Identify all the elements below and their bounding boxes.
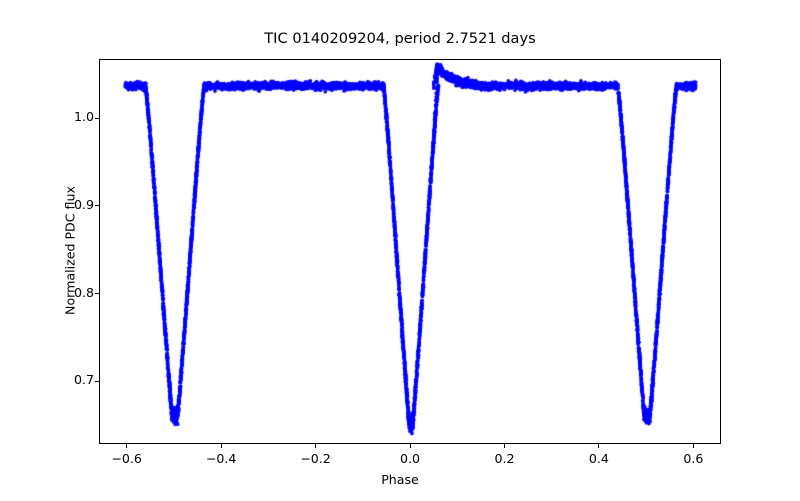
x-tick-mark (692, 444, 694, 448)
y-tick-label: 0.7 (73, 372, 94, 388)
x-tick-label: 0.2 (494, 451, 515, 466)
y-tick-label: 0.9 (73, 196, 94, 212)
x-tick-mark (126, 444, 128, 448)
x-tick-mark (409, 444, 411, 448)
x-tick-mark (220, 444, 222, 448)
y-tick-mark (95, 293, 99, 295)
light-curve-scatter-canvas (100, 60, 722, 445)
x-tick-label: 0.6 (683, 451, 704, 466)
x-tick-mark (503, 444, 505, 448)
x-axis-label: Phase (381, 472, 419, 487)
x-tick-label: −0.4 (205, 451, 237, 466)
page-title: TIC 0140209204, period 2.7521 days (264, 30, 536, 47)
x-tick-label: 0.4 (588, 451, 609, 466)
x-tick-label: −0.2 (300, 451, 331, 466)
y-tick-label: 0.8 (73, 284, 94, 300)
y-tick-mark (95, 380, 99, 382)
x-tick-mark (315, 444, 317, 448)
plot-axes (99, 59, 722, 445)
x-tick-label: 0.0 (399, 451, 421, 466)
x-tick-label: −0.6 (111, 451, 142, 466)
x-tick-mark (598, 444, 600, 448)
y-axis-label: Normalized PDC flux (62, 186, 78, 315)
y-tick-mark (95, 205, 99, 207)
y-tick-mark (95, 117, 99, 119)
y-tick-label: 1.0 (73, 109, 94, 125)
